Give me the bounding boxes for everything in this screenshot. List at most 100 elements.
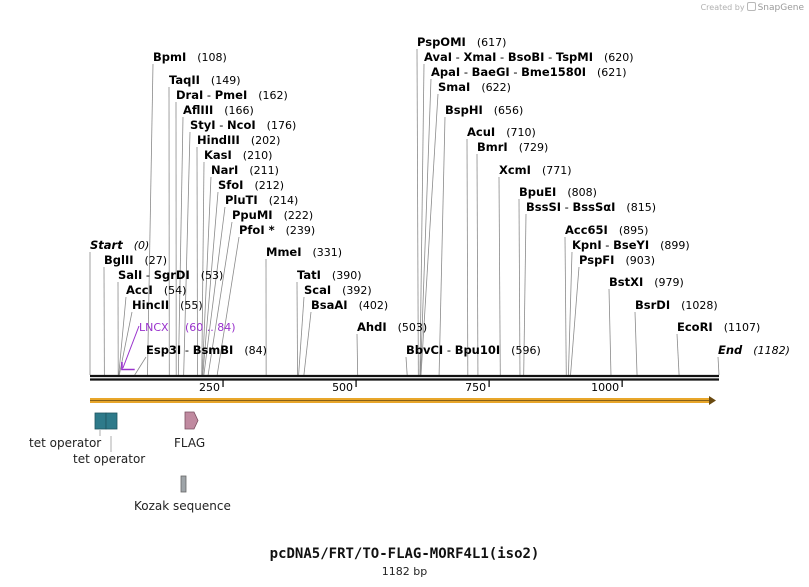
map-length: 1182 bp xyxy=(381,565,428,578)
feature-flag-arrow[interactable] xyxy=(184,411,199,430)
enzyme-label-bbvci-bpu10i-596[interactable]: BbvCI - Bpu10I (596) xyxy=(406,343,541,357)
enzyme-label-bstxi-979[interactable]: BstXI (979) xyxy=(609,275,684,289)
enzyme-position: (710) xyxy=(506,126,536,139)
enzyme-name: Bme1580I xyxy=(521,65,586,79)
enzyme-label-bmri-729[interactable]: BmrI (729) xyxy=(477,140,548,154)
enzyme-position: (331) xyxy=(313,246,343,259)
enzyme-label-pspomi-617[interactable]: PspOMI (617) xyxy=(417,35,506,49)
enzyme-label-nari-211[interactable]: NarI (211) xyxy=(211,163,279,177)
enzyme-label-taqii-149[interactable]: TaqII (149) xyxy=(169,73,241,87)
enzyme-label-bsssi-bsss-i-815[interactable]: BssSI - BssSαI (815) xyxy=(526,200,656,214)
enzyme-label-start-0[interactable]: Start (0) xyxy=(90,238,149,252)
enzyme-label-smai-622[interactable]: SmaI (622) xyxy=(438,80,511,94)
enzyme-label-bpuei-808[interactable]: BpuEI (808) xyxy=(519,185,597,199)
enzyme-label-acc65i-895[interactable]: Acc65I (895) xyxy=(565,223,648,237)
enzyme-position: (503) xyxy=(398,321,428,334)
enzyme-label-kpni-bseyi-899[interactable]: KpnI - BseYI (899) xyxy=(572,238,690,252)
enzyme-position: (54) xyxy=(164,284,187,297)
enzyme-position: (166) xyxy=(224,104,254,117)
enzyme-label-drai-pmei-162[interactable]: DraI - PmeI (162) xyxy=(176,88,288,102)
enzyme-position: (108) xyxy=(197,51,227,64)
enzyme-label-acci-54[interactable]: AccI (54) xyxy=(126,283,186,297)
tick-label-1000: 1000 xyxy=(591,381,619,394)
leader-acc65i-895 xyxy=(564,236,567,376)
enzyme-label-hincii-55[interactable]: HincII (55) xyxy=(132,298,203,312)
enzyme-label-sali-sgrdi-53[interactable]: SalI - SgrDI (53) xyxy=(118,268,223,282)
primer-leader xyxy=(122,325,140,369)
enzyme-label-ecori-1107[interactable]: EcoRI (1107) xyxy=(677,320,760,334)
enzyme-position: (617) xyxy=(477,36,507,49)
primer-name[interactable]: LNCX xyxy=(139,321,169,334)
enzyme-label-pluti-214[interactable]: PluTI (214) xyxy=(225,193,298,207)
enzyme-label-apai-baegi-bme1580i-621[interactable]: ApaI - BaeGI - Bme1580I (621) xyxy=(431,65,627,79)
cut-site-leaders xyxy=(89,48,720,376)
enzyme-name: Acc65I xyxy=(565,223,608,237)
leader-pspomi-617 xyxy=(416,48,419,376)
enzyme-label-afliii-166[interactable]: AflIII (166) xyxy=(183,103,254,117)
enzyme-name: TaqII xyxy=(169,73,200,87)
enzyme-name: BssSαI xyxy=(573,200,616,214)
enzyme-separator: - xyxy=(443,343,454,357)
feature-tet-operator-1[interactable] xyxy=(94,412,107,430)
enzyme-label-scai-392[interactable]: ScaI (392) xyxy=(304,283,372,297)
enzyme-position: (149) xyxy=(211,74,241,87)
enzyme-label-acui-710[interactable]: AcuI (710) xyxy=(467,125,536,139)
enzyme-position: (212) xyxy=(254,179,284,192)
enzyme-name: BaeGI xyxy=(472,65,510,79)
enzyme-name: HincII xyxy=(132,298,169,312)
enzyme-label-avai-xmai-bsobi-tspmi-620[interactable]: AvaI - XmaI - BsoBI - TspMI (620) xyxy=(424,50,634,64)
enzyme-label-xcmi-771[interactable]: XcmI (771) xyxy=(499,163,572,177)
enzyme-label-hindiii-202[interactable]: HindIII (202) xyxy=(197,133,280,147)
tick-label-750: 750 xyxy=(465,381,486,394)
enzyme-name: MmeI xyxy=(266,245,302,259)
enzyme-label-mmei-331[interactable]: MmeI (331) xyxy=(266,245,342,259)
enzyme-name: BmrI xyxy=(477,140,508,154)
enzyme-label-bglii-27[interactable]: BglII (27) xyxy=(104,253,167,267)
leader-kasi-210 xyxy=(201,161,205,376)
enzyme-separator: - xyxy=(510,65,521,79)
enzyme-position: (402) xyxy=(359,299,389,312)
enzyme-name: PmeI xyxy=(215,88,248,102)
enzyme-label-ahdi-503[interactable]: AhdI (503) xyxy=(357,320,427,334)
enzyme-name: XcmI xyxy=(499,163,531,177)
enzyme-label-esp3i-bsmbi-84[interactable]: Esp3I - BsmBI (84) xyxy=(146,343,267,357)
enzyme-position: (979) xyxy=(654,276,684,289)
enzyme-label-pspfi-903[interactable]: PspFI (903) xyxy=(579,253,655,267)
enzyme-name: DraI xyxy=(176,88,203,102)
enzyme-position: (55) xyxy=(180,299,203,312)
enzyme-label-end-1182[interactable]: End (1182) xyxy=(718,343,790,357)
enzyme-label-bpmi-108[interactable]: BpmI (108) xyxy=(153,50,227,64)
enzyme-position: (211) xyxy=(249,164,279,177)
enzyme-name: AccI xyxy=(126,283,153,297)
leader-smai-622 xyxy=(420,93,439,376)
leader-bsphi-656 xyxy=(438,116,446,376)
enzyme-name: Start xyxy=(90,238,123,252)
enzyme-label-sfoi-212[interactable]: SfoI (212) xyxy=(218,178,284,192)
enzyme-label-bsrdi-1028[interactable]: BsrDI (1028) xyxy=(635,298,718,312)
leader-xcmi-771 xyxy=(498,176,501,376)
enzyme-label-styi-ncoi-176[interactable]: StyI - NcoI (176) xyxy=(190,118,296,132)
enzyme-name: AcuI xyxy=(467,125,495,139)
enzyme-name: Esp3I xyxy=(146,343,181,357)
enzyme-name: TatI xyxy=(297,268,321,282)
snapgene-credit: Created by SnapGene xyxy=(701,2,804,13)
enzyme-label-kasi-210[interactable]: KasI (210) xyxy=(204,148,272,162)
enzyme-label-pfoi-239[interactable]: PfoI * (239) xyxy=(239,223,315,237)
enzyme-position: (390) xyxy=(332,269,362,282)
enzyme-name: BpuEI xyxy=(519,185,556,199)
enzyme-label-bsphi-656[interactable]: BspHI (656) xyxy=(445,103,523,117)
enzyme-label-bsaai-402[interactable]: BsaAI (402) xyxy=(311,298,388,312)
enzyme-name: ApaI xyxy=(431,65,460,79)
snapgene-logo-icon xyxy=(746,2,756,11)
feature-label-tet-operator-1: tet operator xyxy=(29,436,101,450)
feature-kozak[interactable] xyxy=(180,475,187,493)
feature-tet-operator-2[interactable] xyxy=(105,412,118,430)
enzyme-name: BglII xyxy=(104,253,134,267)
enzyme-label-tati-390[interactable]: TatI (390) xyxy=(297,268,362,282)
leader-bsrdi-1028 xyxy=(634,311,638,376)
enzyme-separator: - xyxy=(496,50,507,64)
enzyme-label-ppumi-222[interactable]: PpuMI (222) xyxy=(232,208,313,222)
sequence-backbone xyxy=(90,374,719,381)
enzyme-separator: - xyxy=(602,238,613,252)
enzyme-position: (621) xyxy=(597,66,627,79)
